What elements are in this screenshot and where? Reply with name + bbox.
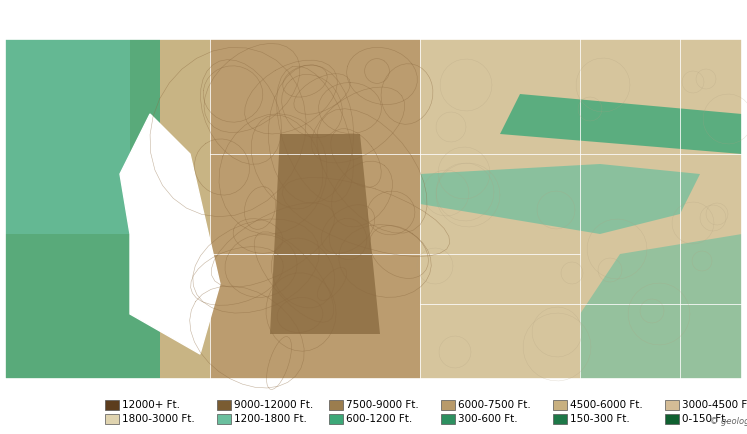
Text: 9000-12000 Ft.: 9000-12000 Ft. [234,400,313,410]
FancyBboxPatch shape [553,414,567,424]
Text: 1200-1800 Ft.: 1200-1800 Ft. [234,414,307,424]
Text: 150-300 Ft.: 150-300 Ft. [570,414,630,424]
Text: 0-150 Ft.: 0-150 Ft. [682,414,728,424]
Text: 12000+ Ft.: 12000+ Ft. [122,400,180,410]
Text: 6000-7500 Ft.: 6000-7500 Ft. [458,400,531,410]
FancyBboxPatch shape [665,400,679,410]
FancyBboxPatch shape [665,414,679,424]
Polygon shape [120,114,220,354]
Polygon shape [580,234,742,379]
Text: 3000-4500 Ft.: 3000-4500 Ft. [682,400,747,410]
Polygon shape [5,39,130,234]
Text: 7500-9000 Ft.: 7500-9000 Ft. [346,400,419,410]
FancyBboxPatch shape [217,400,231,410]
Polygon shape [210,39,420,379]
FancyBboxPatch shape [217,414,231,424]
FancyBboxPatch shape [105,414,119,424]
Text: 1800-3000 Ft.: 1800-3000 Ft. [122,414,195,424]
Polygon shape [5,39,160,379]
FancyBboxPatch shape [5,39,742,379]
Text: 300-600 Ft.: 300-600 Ft. [458,414,518,424]
FancyBboxPatch shape [105,400,119,410]
FancyBboxPatch shape [329,414,343,424]
Text: 600-1200 Ft.: 600-1200 Ft. [346,414,412,424]
Polygon shape [500,94,742,154]
FancyBboxPatch shape [441,414,455,424]
Polygon shape [420,164,700,234]
FancyBboxPatch shape [329,400,343,410]
Text: 4500-6000 Ft.: 4500-6000 Ft. [570,400,642,410]
Polygon shape [420,39,742,379]
FancyBboxPatch shape [553,400,567,410]
FancyBboxPatch shape [441,400,455,410]
Polygon shape [270,134,380,334]
Text: © geology.com: © geology.com [710,417,747,425]
